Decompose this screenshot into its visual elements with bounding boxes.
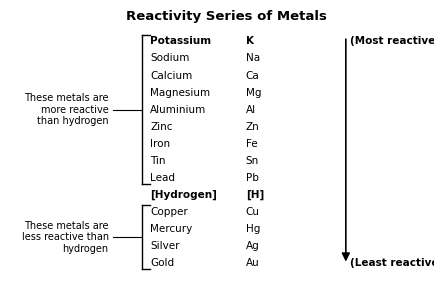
Text: Na: Na: [245, 53, 259, 63]
Text: Magnesium: Magnesium: [150, 88, 210, 98]
Text: Hg: Hg: [245, 224, 260, 234]
Text: Sodium: Sodium: [150, 53, 189, 63]
Text: (Most reactive metal): (Most reactive metal): [349, 37, 434, 46]
Text: Sn: Sn: [245, 156, 258, 166]
Text: Tin: Tin: [150, 156, 165, 166]
Text: Al: Al: [245, 105, 255, 114]
Text: Mg: Mg: [245, 88, 261, 98]
Text: Calcium: Calcium: [150, 71, 192, 80]
Text: Ag: Ag: [245, 241, 259, 251]
Text: Iron: Iron: [150, 139, 170, 148]
Text: Gold: Gold: [150, 258, 174, 268]
Text: Pb: Pb: [245, 173, 258, 182]
Text: (Least reactive metal): (Least reactive metal): [349, 258, 434, 268]
Text: Reactivity Series of Metals: Reactivity Series of Metals: [125, 10, 326, 23]
Text: [H]: [H]: [245, 190, 263, 200]
Text: These metals are
more reactive
than hydrogen: These metals are more reactive than hydr…: [24, 93, 108, 126]
Text: Ca: Ca: [245, 71, 259, 80]
Text: Cu: Cu: [245, 207, 259, 217]
Text: Au: Au: [245, 258, 259, 268]
Text: [Hydrogen]: [Hydrogen]: [150, 190, 217, 200]
Text: Copper: Copper: [150, 207, 187, 217]
Text: Mercury: Mercury: [150, 224, 192, 234]
Text: K: K: [245, 37, 253, 46]
Text: Potassium: Potassium: [150, 37, 211, 46]
Text: These metals are
less reactive than
hydrogen: These metals are less reactive than hydr…: [22, 221, 109, 254]
Text: Fe: Fe: [245, 139, 257, 148]
Text: Zn: Zn: [245, 122, 259, 132]
Text: Zinc: Zinc: [150, 122, 172, 132]
Text: Silver: Silver: [150, 241, 179, 251]
Text: Aluminium: Aluminium: [150, 105, 206, 114]
Text: Lead: Lead: [150, 173, 174, 182]
